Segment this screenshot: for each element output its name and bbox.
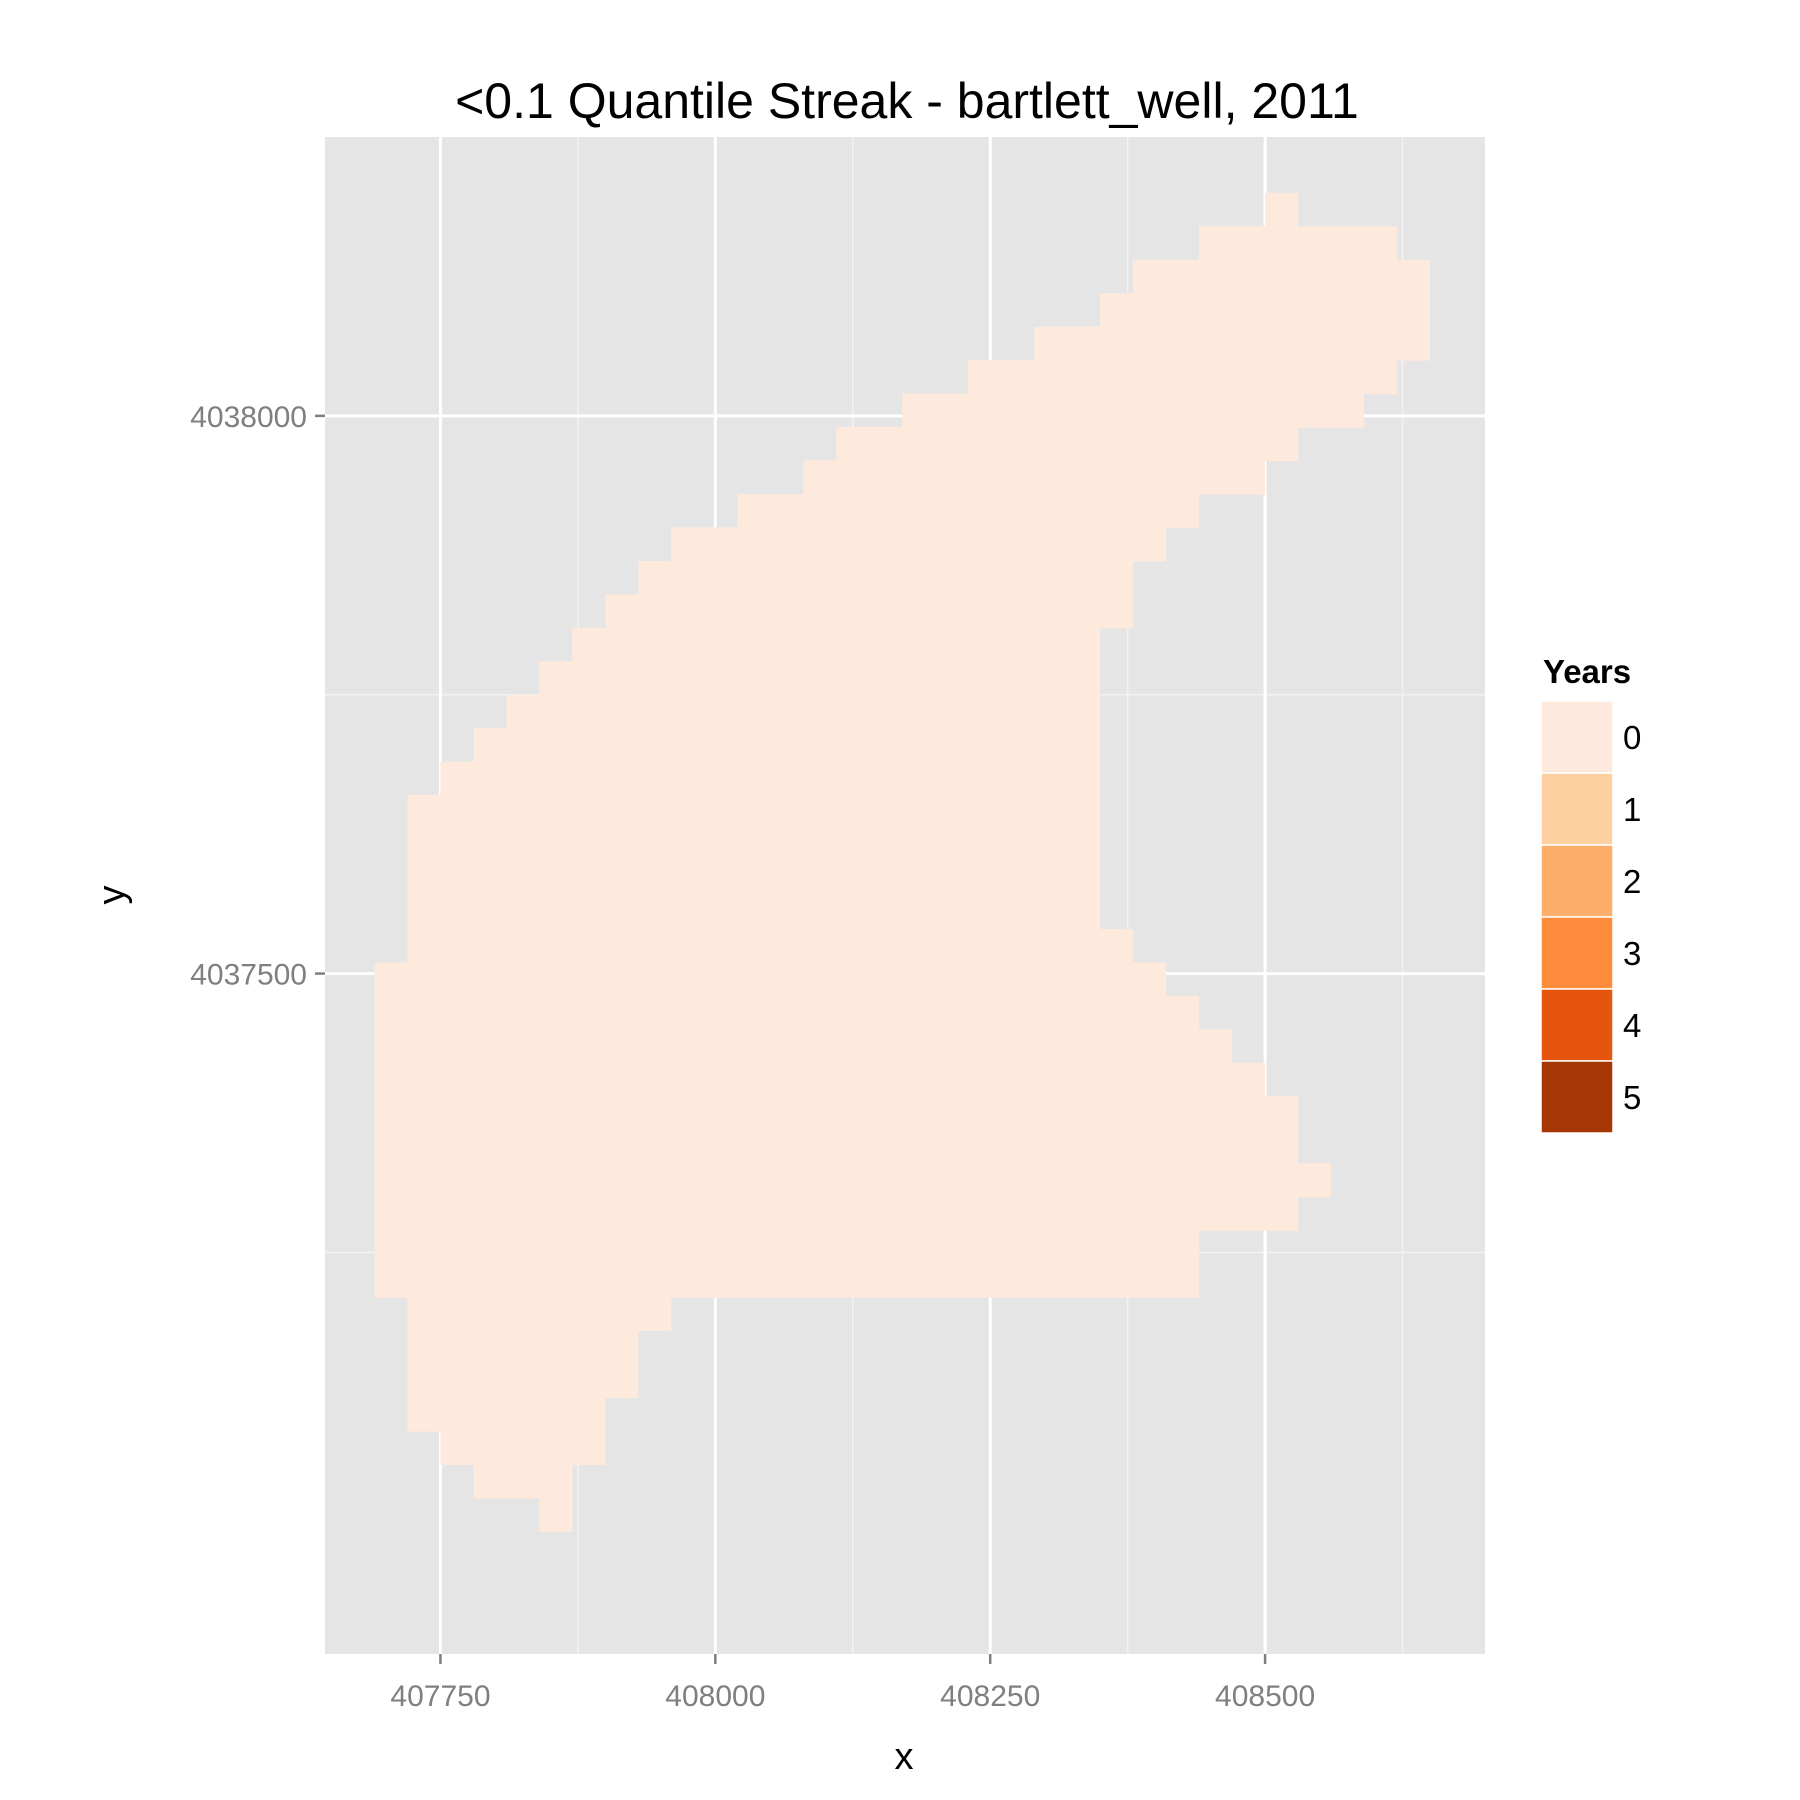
heatmap-cell-row — [605, 594, 1134, 629]
heatmap-cell-row — [638, 560, 1134, 595]
x-tick-label: 408250 — [940, 1680, 1040, 1713]
legend-items: 0 1 2 3 4 5 — [1540, 700, 1641, 1134]
axis-ticks — [315, 414, 1267, 1664]
y-axis-label: y — [91, 886, 133, 905]
heatmap-cell-row — [374, 962, 1167, 997]
heatmap-cell-row — [374, 1196, 1299, 1231]
heatmap-cell-row — [1100, 293, 1431, 328]
heatmap-cell-row — [407, 1363, 639, 1399]
legend-title: Years — [1543, 653, 1631, 690]
heatmap-cell-row — [539, 661, 1101, 696]
heatmap-cell-row — [407, 1297, 672, 1332]
heatmap-cell-row — [374, 1263, 1200, 1298]
heatmap-cell-row — [374, 1029, 1233, 1064]
heatmap-cell-row — [407, 828, 1101, 863]
y-tick-labels: 4037500 4038000 — [190, 401, 307, 992]
legend-label: 5 — [1623, 1079, 1641, 1116]
heatmap-cells — [374, 192, 1431, 1532]
legend-key — [1540, 700, 1614, 774]
heatmap-cell-row — [803, 460, 1266, 495]
x-tick-label: 407750 — [390, 1680, 490, 1713]
y-tick-label: 4037500 — [190, 959, 307, 992]
heatmap-cell-row — [374, 1129, 1299, 1164]
legend: Years 0 1 2 3 4 5 — [1540, 653, 1641, 1134]
heatmap-cell-row — [1265, 192, 1299, 227]
legend-key — [1540, 916, 1614, 990]
heatmap-cell-row — [902, 393, 1365, 428]
legend-key — [1540, 844, 1614, 918]
heatmap-cell-row — [374, 1096, 1299, 1131]
heatmap-cell-row — [440, 1430, 606, 1465]
x-tick-label: 408000 — [665, 1680, 765, 1713]
heatmap-cell-row — [539, 1497, 573, 1532]
heatmap-cell-row — [836, 427, 1299, 462]
heatmap-cell-row — [407, 1397, 606, 1432]
heatmap-cell-row — [407, 795, 1101, 830]
heatmap-cell-row — [572, 627, 1101, 662]
heatmap-cell-row — [737, 493, 1200, 529]
heatmap-cell-row — [440, 761, 1101, 796]
legend-label: 1 — [1623, 791, 1641, 828]
heatmap-cell-row — [968, 360, 1398, 395]
heatmap-cell-row — [1034, 326, 1431, 361]
legend-label: 4 — [1623, 1007, 1641, 1044]
legend-label: 2 — [1623, 863, 1641, 900]
heatmap-cell-row — [671, 527, 1167, 562]
legend-key — [1540, 988, 1614, 1062]
heatmap-cell-row — [1133, 259, 1431, 294]
heatmap-cell-row — [407, 928, 1134, 964]
x-tick-label: 408500 — [1215, 1680, 1315, 1713]
heatmap-cell-row — [374, 1163, 1332, 1198]
heatmap-cell-row — [407, 1330, 639, 1365]
legend-key — [1540, 1060, 1614, 1134]
heatmap-cell-row — [407, 862, 1101, 897]
heatmap-cell-row — [374, 1062, 1266, 1097]
y-tick-label: 4038000 — [190, 401, 307, 434]
heatmap-cell-row — [407, 895, 1101, 930]
heatmap-cell-row — [374, 1230, 1200, 1265]
legend-label: 3 — [1623, 935, 1641, 972]
heatmap-cell-row — [473, 728, 1101, 763]
heatmap-cell-row — [1199, 226, 1398, 261]
x-axis-label: x — [895, 1736, 914, 1778]
heatmap-cell-row — [473, 1464, 573, 1499]
heatmap-cell-row — [506, 694, 1101, 729]
x-tick-labels: 407750 408000 408250 408500 — [390, 1680, 1315, 1713]
heatmap-cell-row — [374, 995, 1200, 1030]
legend-key — [1540, 772, 1614, 846]
legend-label: 0 — [1623, 719, 1641, 756]
chart-title: <0.1 Quantile Streak - bartlett_well, 20… — [455, 73, 1359, 129]
